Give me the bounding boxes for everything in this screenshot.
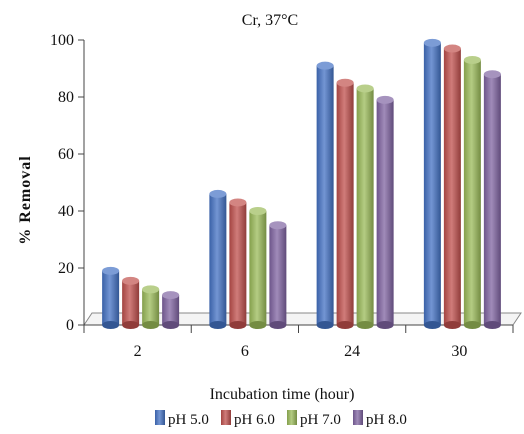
legend-swatch — [155, 410, 165, 425]
x-tick-label: 24 — [344, 343, 360, 360]
bar — [269, 221, 287, 329]
bar-base — [376, 321, 394, 329]
bar-top — [142, 285, 160, 294]
bar — [142, 285, 160, 329]
x-tick-label: 30 — [451, 343, 467, 360]
bar — [122, 276, 140, 329]
bar-base — [102, 321, 120, 329]
bar-body — [336, 82, 354, 325]
bar-body — [443, 48, 461, 326]
legend-item: pH 8.0 — [353, 410, 407, 428]
chart-title: Cr, 37°C — [242, 12, 298, 29]
bar — [209, 189, 227, 329]
bar-base — [336, 321, 354, 329]
bar-top — [102, 266, 120, 275]
bar-top — [463, 55, 481, 64]
bar-body — [229, 202, 247, 325]
x-tick-label: 6 — [241, 343, 249, 360]
bar-top — [209, 189, 227, 198]
bar — [102, 266, 120, 329]
bar-body — [376, 99, 394, 325]
legend: pH 5.0 pH 6.0 pH 7.0 pH 8.0 — [155, 410, 407, 428]
bar-body — [209, 193, 227, 325]
bar-body — [269, 225, 287, 325]
legend-label: pH 8.0 — [366, 412, 407, 428]
bar-top — [356, 84, 374, 93]
y-tick-label: 100 — [50, 32, 74, 49]
legend-label: pH 5.0 — [168, 412, 209, 428]
bar-top — [122, 276, 140, 285]
bar — [463, 55, 481, 329]
legend-swatch — [287, 410, 297, 425]
bar-top — [483, 70, 501, 79]
bar-body — [356, 88, 374, 325]
legend-item: pH 5.0 — [155, 410, 209, 428]
bar-top — [229, 198, 247, 207]
legend-item: pH 7.0 — [287, 410, 341, 428]
legend-label: pH 6.0 — [234, 412, 275, 428]
bar-body — [102, 270, 120, 325]
bar — [249, 207, 267, 329]
bar-base — [209, 321, 227, 329]
bar-body — [249, 211, 267, 325]
x-axis: 2 6 24 30 — [83, 324, 514, 360]
bar-base — [443, 321, 461, 329]
bar — [336, 78, 354, 329]
bar-body — [316, 65, 334, 326]
bar-base — [316, 321, 334, 329]
bar — [376, 95, 394, 329]
bar-top — [423, 38, 441, 47]
bar-top — [376, 95, 394, 104]
x-axis-title: Incubation time (hour) — [210, 386, 355, 403]
bar-top — [162, 291, 180, 300]
bar-base — [229, 321, 247, 329]
bars — [102, 38, 501, 329]
bar-body — [463, 59, 481, 325]
legend-swatch — [353, 410, 363, 425]
bar-body — [142, 289, 160, 325]
bar-base — [483, 321, 501, 329]
y-tick-label: 20 — [58, 260, 74, 277]
y-axis: 0 20 40 60 80 100 — [50, 32, 85, 334]
bar — [423, 38, 441, 329]
legend-label: pH 7.0 — [300, 412, 341, 428]
bar — [356, 84, 374, 329]
legend-item: pH 6.0 — [221, 410, 275, 428]
bar-base — [269, 321, 287, 329]
bar-top — [316, 61, 334, 70]
bar-body — [423, 42, 441, 325]
bar-base — [423, 321, 441, 329]
bar — [483, 70, 501, 329]
y-axis-title: % Removal — [17, 155, 34, 244]
bar — [162, 291, 180, 329]
x-tick-label: 2 — [134, 343, 142, 360]
bar-base — [122, 321, 140, 329]
bar-base — [162, 321, 180, 329]
bar-base — [249, 321, 267, 329]
y-tick-label: 40 — [58, 203, 74, 220]
bar-body — [122, 280, 140, 325]
bar-top — [336, 78, 354, 87]
bar — [443, 44, 461, 329]
bar-base — [142, 321, 160, 329]
bar — [229, 198, 247, 329]
y-tick-label: 0 — [66, 317, 74, 334]
bar-top — [249, 207, 267, 215]
bar-base — [463, 321, 481, 329]
bar-top — [269, 221, 287, 230]
bar-top — [443, 44, 461, 53]
legend-swatch — [221, 410, 231, 425]
bar-body — [162, 295, 180, 325]
bar — [316, 61, 334, 329]
y-tick-label: 60 — [58, 146, 74, 163]
y-tick-label: 80 — [58, 89, 74, 106]
bar-base — [356, 321, 374, 329]
bar-body — [483, 74, 501, 325]
